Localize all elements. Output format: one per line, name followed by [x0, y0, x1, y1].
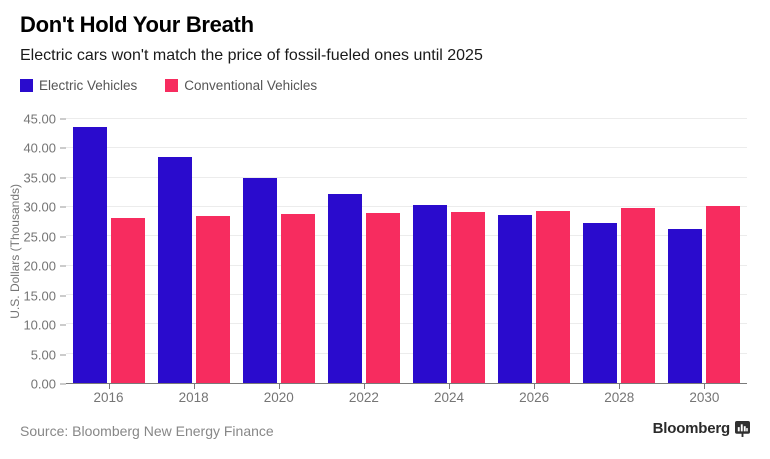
legend-item-electric: Electric Vehicles — [20, 78, 137, 93]
bar-group-2030 — [662, 119, 747, 389]
x-tick-label: 2030 — [689, 390, 720, 405]
x-tick-mark — [619, 384, 621, 389]
bar-group-2018 — [151, 119, 236, 389]
bar-conventional-2024 — [451, 211, 486, 383]
bloomberg-logo-text: Bloomberg — [652, 420, 731, 437]
y-tick-row: 15.00 — [23, 288, 66, 303]
bar-group-2016 — [66, 119, 151, 389]
bar-electric-2022 — [327, 194, 362, 383]
bar-electric-2028 — [583, 223, 618, 383]
bar-electric-2030 — [668, 229, 703, 383]
x-tick-label: 2016 — [93, 390, 124, 405]
y-tick-row: 10.00 — [23, 318, 66, 333]
x-tick-label: 2022 — [348, 390, 379, 405]
x-tick-label: 2020 — [263, 390, 294, 405]
gridline — [66, 235, 747, 237]
y-axis: 45.00 40.00 35.00 30.00 25.00 20.00 15.00 10.00… — [0, 112, 66, 392]
bar-group-2020 — [236, 119, 321, 389]
source-credit: Source: Bloomberg New Energy Finance — [20, 423, 274, 439]
y-tick-mark — [60, 383, 66, 385]
bar-electric-2018 — [157, 156, 192, 383]
bar-group-2028 — [577, 119, 662, 389]
y-tick-mark — [60, 147, 66, 149]
gridline — [66, 206, 747, 207]
bar-electric-2020 — [242, 177, 277, 383]
y-tick-label: 35.00 — [23, 170, 56, 186]
gridline — [66, 294, 747, 295]
y-tick-mark — [60, 354, 66, 356]
chart-legend: Electric Vehicles Conventional Vehicles — [20, 78, 317, 93]
legend-label-conventional: Conventional Vehicles — [184, 78, 318, 93]
y-tick-label: 40.00 — [23, 140, 56, 156]
bar-group-2024 — [407, 119, 492, 389]
y-tick-row: 20.00 — [23, 259, 66, 274]
y-tick-row: 45.00 — [23, 112, 66, 127]
y-tick-mark — [60, 324, 66, 326]
y-tick-mark — [60, 295, 66, 297]
bar-conventional-2016 — [110, 217, 145, 383]
x-tick-label: 2028 — [604, 390, 635, 405]
bloomberg-logo-icon — [735, 420, 750, 437]
x-tick-mark — [278, 384, 280, 389]
y-tick-label: 15.00 — [23, 288, 56, 304]
x-tick-mark — [108, 384, 110, 389]
y-tick-row: 5.00 — [31, 347, 66, 362]
bar-electric-2026 — [498, 215, 533, 383]
y-tick-row: 30.00 — [23, 200, 66, 215]
bar-conventional-2028 — [621, 208, 656, 383]
y-tick-mark — [60, 265, 66, 267]
bar-electric-2016 — [72, 127, 107, 383]
legend-swatch-electric — [20, 79, 33, 92]
chart-title: Don't Hold Your Breath — [20, 12, 254, 37]
gridline — [66, 264, 747, 266]
y-tick-label: 25.00 — [23, 229, 56, 245]
bar-electric-2024 — [413, 205, 448, 383]
y-tick-row: 40.00 — [23, 141, 66, 156]
y-tick-label: 10.00 — [23, 317, 56, 333]
y-tick-mark — [60, 206, 66, 208]
bar-conventional-2026 — [536, 210, 571, 383]
legend-label-electric: Electric Vehicles — [39, 78, 138, 93]
x-tick-mark — [704, 384, 706, 389]
y-tick-row: 25.00 — [23, 229, 66, 244]
y-tick-label: 5.00 — [30, 347, 56, 363]
bar-conventional-2018 — [195, 215, 230, 383]
x-tick-label: 2026 — [519, 390, 550, 405]
bar-conventional-2030 — [706, 206, 741, 383]
y-tick-row: 0.00 — [31, 377, 66, 392]
plot-area — [66, 118, 747, 389]
bar-groups — [66, 119, 747, 389]
bar-group-2022 — [321, 119, 406, 389]
y-tick-mark — [60, 236, 66, 238]
y-tick-row: 35.00 — [23, 170, 66, 185]
x-tick-mark — [534, 384, 536, 389]
legend-swatch-conventional — [165, 79, 179, 92]
y-tick-label: 0.00 — [30, 376, 56, 392]
x-axis-labels: 2016 2018 2020 2022 2024 2026 2028 2030 — [66, 390, 747, 405]
gridline — [66, 118, 747, 119]
bar-conventional-2020 — [280, 214, 315, 383]
gridline — [66, 147, 747, 149]
y-tick-mark — [60, 177, 66, 179]
y-tick-mark — [60, 118, 66, 120]
y-tick-label: 45.00 — [23, 111, 56, 127]
gridline — [66, 352, 747, 354]
bar-group-2026 — [492, 119, 577, 389]
x-tick-mark — [449, 384, 451, 389]
x-tick-label: 2024 — [434, 390, 465, 405]
gridline — [66, 323, 747, 325]
x-tick-mark — [193, 384, 195, 389]
y-tick-label: 30.00 — [23, 199, 56, 215]
bar-conventional-2022 — [365, 212, 400, 383]
chart-subtitle: Electric cars won't match the price of f… — [20, 47, 483, 64]
bloomberg-logo: Bloomberg — [653, 420, 750, 437]
y-tick-label: 20.00 — [23, 258, 56, 274]
legend-item-conventional: Conventional Vehicles — [165, 78, 317, 93]
x-tick-mark — [363, 384, 365, 389]
gridline — [66, 176, 747, 178]
x-tick-label: 2018 — [178, 390, 209, 405]
